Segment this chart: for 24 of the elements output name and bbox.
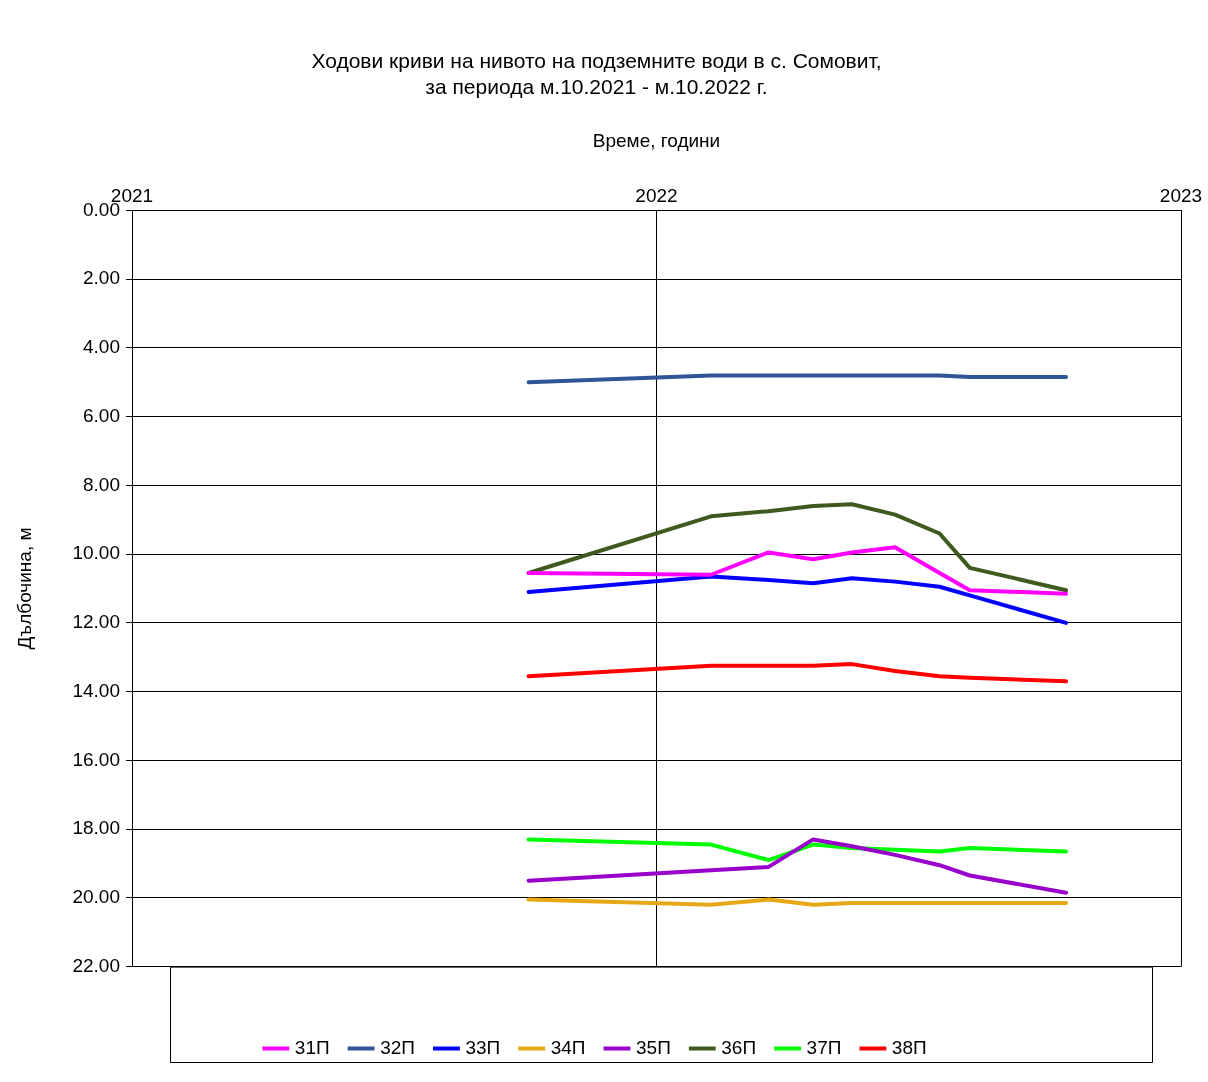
y-axis-title: Дълбочина, м <box>13 527 35 650</box>
y-tick-label: 4.00 <box>83 336 120 358</box>
legend-label: 36П <box>721 1036 757 1058</box>
y-tick-label: 16.00 <box>72 748 120 770</box>
legend-label: 32П <box>380 1036 415 1058</box>
y-tick-label: 8.00 <box>83 473 120 495</box>
y-tick-label: 22.00 <box>72 954 120 976</box>
y-tick-label: 2.00 <box>83 267 120 289</box>
legend-label: 34П <box>550 1036 586 1058</box>
chart-title: Ходови криви на нивото на подземните води в с. Сомовит, за периода м.10.2021 - м.10.2022 г. <box>311 49 882 98</box>
x-axis-title: Време, години <box>592 130 721 152</box>
legend-label: 37П <box>806 1036 842 1058</box>
y-tick-label: 6.00 <box>83 404 120 426</box>
legend-label: 38П <box>891 1036 927 1058</box>
legend-label: 31П <box>294 1036 330 1058</box>
y-tick-label: 10.00 <box>72 542 120 564</box>
legend-label: 35П <box>636 1036 671 1058</box>
y-tick-label: 14.00 <box>72 679 120 701</box>
x-tick-label: 2023 <box>1159 185 1203 207</box>
legend-label: 33П <box>465 1036 501 1058</box>
y-tick-label: 20.00 <box>72 886 120 908</box>
y-tick-label: 12.00 <box>72 611 120 633</box>
x-tick-label: 2022 <box>635 185 678 207</box>
y-tick-label: 18.00 <box>72 817 120 839</box>
